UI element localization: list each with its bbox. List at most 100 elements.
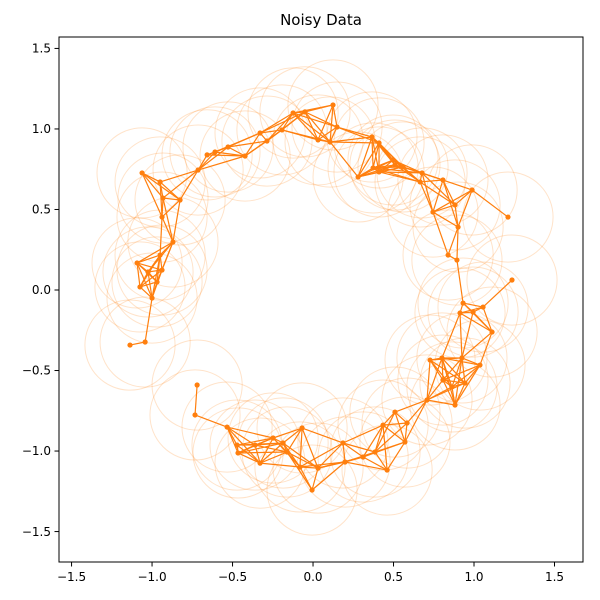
data-point — [355, 174, 361, 180]
data-point — [369, 134, 375, 140]
graph-edge — [194, 414, 228, 428]
neighborhood-circle — [116, 171, 208, 263]
graph-edge — [159, 169, 199, 183]
data-point — [452, 202, 458, 208]
neighborhood-circle — [359, 396, 451, 488]
data-point — [376, 140, 382, 146]
graph-edge — [426, 386, 453, 401]
neighborhood-circle — [297, 397, 389, 489]
data-point — [392, 162, 398, 168]
neighborhood-circle — [209, 399, 301, 491]
neighborhood-circle — [287, 59, 379, 151]
neighborhood-circle — [326, 91, 418, 183]
neighborhood-circle — [182, 101, 274, 193]
data-point — [384, 467, 390, 473]
data-point — [195, 167, 201, 173]
graph-edge — [442, 357, 463, 381]
graph-edge — [442, 379, 456, 406]
neighborhood-circle — [466, 234, 558, 326]
x-tick-label: 0.0 — [303, 570, 322, 584]
data-point — [192, 412, 198, 418]
graph-edge — [382, 411, 396, 426]
data-point — [157, 252, 163, 258]
graph-edge — [462, 302, 484, 308]
graph-edge — [194, 384, 198, 416]
graph-edge — [454, 382, 466, 406]
graph-edge — [442, 379, 466, 384]
graph-edge — [292, 112, 338, 128]
data-point — [360, 454, 366, 460]
neighborhood-circle — [99, 296, 191, 388]
neighborhood-circle — [169, 106, 261, 198]
data-point — [309, 487, 315, 493]
data-point — [489, 329, 495, 335]
data-point — [469, 187, 475, 193]
data-point — [419, 170, 425, 176]
data-point — [340, 440, 346, 446]
data-point — [270, 435, 276, 441]
graph-edge — [136, 241, 174, 264]
data-point — [392, 409, 398, 415]
graph-edge — [136, 254, 161, 264]
axes-spines — [58, 36, 584, 563]
graph-edge — [357, 136, 373, 178]
graph-edge — [299, 466, 319, 469]
neighborhood-circle — [106, 252, 198, 344]
graph-edge — [237, 452, 261, 464]
data-point — [297, 464, 303, 470]
graph-edge — [432, 179, 444, 213]
data-point — [145, 269, 151, 275]
data-point — [224, 424, 230, 430]
data-point — [449, 384, 455, 390]
data-point — [302, 109, 308, 115]
neighborhood-circle — [337, 379, 429, 471]
graph-edge — [461, 311, 474, 359]
data-point — [452, 402, 458, 408]
neighborhood-circle — [102, 226, 194, 318]
graph-edge — [226, 426, 274, 439]
graph-edge — [292, 112, 319, 141]
graph-edge — [139, 281, 158, 288]
data-point — [327, 139, 333, 145]
graph-edge — [441, 312, 461, 359]
data-point — [235, 450, 241, 456]
graph-edge — [299, 427, 303, 468]
graph-edge — [292, 112, 331, 143]
y-tick-label: 0.0 — [32, 283, 51, 297]
data-point — [137, 284, 143, 290]
data-point — [424, 397, 430, 403]
graph-edge — [386, 441, 406, 471]
graph-edge — [259, 112, 294, 134]
graph-edge — [374, 424, 384, 453]
graph-edge — [317, 126, 338, 141]
neighborhood-circle — [236, 84, 328, 176]
neighborhood-circle — [256, 382, 348, 474]
graph-edge — [461, 357, 466, 384]
graph-edge — [451, 357, 463, 388]
graph-edge — [441, 357, 456, 406]
neighborhood-circle — [361, 377, 453, 469]
graph-edge — [139, 286, 153, 299]
graph-edge — [426, 360, 431, 401]
graph-edge — [454, 364, 481, 406]
data-point — [127, 342, 133, 348]
data-point — [279, 127, 285, 133]
graph-edge — [394, 411, 408, 424]
graph-edge — [259, 451, 288, 464]
graph-edge — [357, 142, 380, 178]
neighborhood-circle — [214, 87, 306, 179]
graph-edge — [362, 424, 384, 458]
graph-edge — [330, 136, 373, 143]
neighborhood-circle — [227, 392, 319, 484]
neighborhood-circle — [259, 66, 351, 158]
graph-edge — [301, 427, 344, 444]
neighborhood-circle — [161, 109, 253, 201]
graph-edge — [471, 189, 509, 218]
neighborhood-circle — [266, 444, 358, 536]
neighborhood-circle — [409, 159, 501, 251]
graph-edge — [404, 399, 428, 443]
neighborhood-circle — [417, 257, 509, 349]
data-point — [480, 304, 486, 310]
